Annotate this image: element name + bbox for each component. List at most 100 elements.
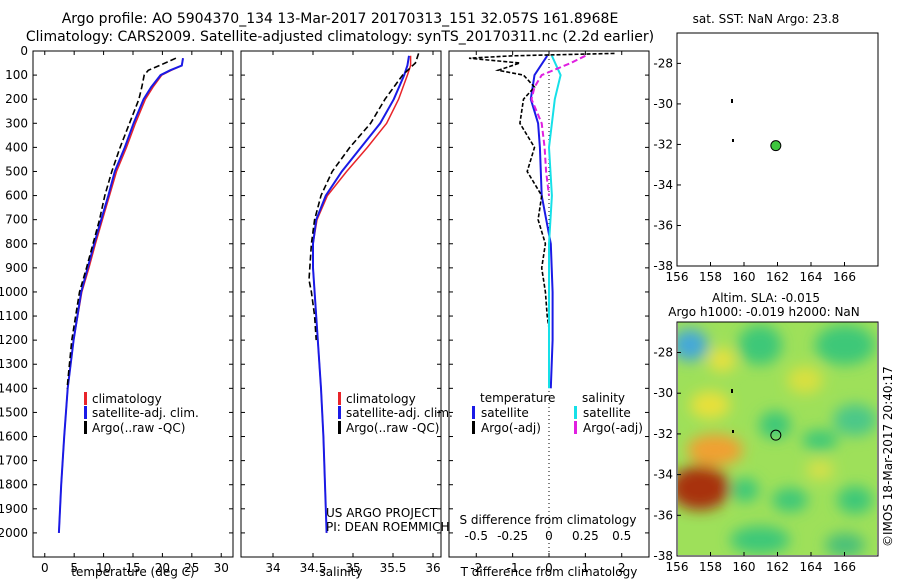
temperature-legend: climatology satellite-adj. clim. Argo(..… (84, 392, 199, 435)
s-diff-tick-label: -0.5 (465, 529, 488, 543)
series-line-temperature-satellite (529, 55, 554, 389)
x-tick-label: -1 (507, 561, 519, 575)
depth-tick-label: 1500 (0, 405, 28, 419)
x-tick-label: 34.5 (300, 561, 327, 575)
map-x-tick-label: 162 (766, 270, 789, 284)
s-diff-tick-label: 0 (545, 529, 553, 543)
sla-heatmap (678, 322, 877, 555)
x-tick-label: 0 (545, 561, 553, 575)
series-line-satellite-adj-clim- (312, 55, 410, 533)
legend-label: satellite (583, 406, 631, 420)
x-tick-label: 30 (214, 561, 229, 575)
depth-tick-label: 800 (5, 237, 28, 251)
legend-swatch-t-argo (472, 421, 475, 434)
map-y-tick-label: -38 (653, 259, 673, 273)
depth-tick-label: 1300 (0, 357, 28, 371)
s-diff-tick-label: 0.5 (612, 529, 631, 543)
coast-fragment (731, 389, 733, 393)
sla-map-ticks: 156 158 160 162 164 166 -28 -30 -32 -34 -36 -38 (653, 346, 856, 574)
sst-map-ticks: 156 158 160 162 164 166 -28 -30 -32 -34 -36 -38 (653, 56, 856, 284)
series-line-salinity-argo-adj- (530, 54, 586, 196)
difference-xlabel: T difference from climatology (460, 565, 638, 579)
depth-axis: 0 100 200 300 400 500 600 700 800 900 1000 1100 1200… (0, 44, 649, 540)
x-tick-label: 34 (265, 561, 280, 575)
s-diff-tick-label: -0.25 (497, 529, 528, 543)
map-x-tick-label: 158 (699, 270, 722, 284)
s-diff-tick-label: 0.25 (572, 529, 599, 543)
float-position-marker (770, 429, 782, 441)
x-tick-label: 15 (125, 561, 140, 575)
map-y-tick-label: -28 (653, 346, 673, 360)
map-x-tick-label: 162 (766, 560, 789, 574)
map-y-tick-label: -32 (653, 137, 673, 151)
x-tick-label: 10 (96, 561, 111, 575)
map-y-tick-label: -36 (653, 218, 673, 232)
depth-tick-label: 600 (5, 189, 28, 203)
project-line-1: US ARGO PROJECT (326, 506, 438, 520)
legend-header-salinity: salinity (582, 391, 625, 405)
title-line-1: Argo profile: AO 5904370_134 13-Mar-2017… (62, 11, 619, 27)
legend-label: climatology (346, 392, 416, 406)
imos-credit: ©IMOS 18-Mar-2017 20:40:17 (881, 366, 895, 547)
legend-swatch-climatology (84, 392, 87, 405)
sla-map-title-2: Argo h1000: -0.019 h2000: NaN (668, 305, 860, 319)
difference-panel: -2 -1 0 1 2 -0.5 -0.25 0 0.25 0.5 T difference fr… (448, 50, 650, 579)
depth-tick-label: 400 (5, 140, 28, 154)
map-y-tick-label: -28 (653, 56, 673, 70)
temperature-xlabel: temperature (deg C) (71, 565, 194, 579)
difference-x-ticks: -2 -1 0 1 2 -0.5 -0.25 0 0.25 0.5 (465, 51, 631, 575)
legend-label: Argo(-adj) (583, 421, 643, 435)
sla-map-panel: Altim. SLA: -0.015 Argo h1000: -0.019 h2… (653, 291, 879, 574)
depth-tick-label: 200 (5, 92, 28, 106)
legend-swatch-argo (84, 421, 87, 434)
coast-fragment (732, 430, 734, 433)
difference-legend: temperature salinity satellite Argo(-adj… (472, 391, 643, 435)
map-y-tick-label: -30 (653, 97, 673, 111)
map-x-tick-label: 158 (699, 560, 722, 574)
series-line-climatology (312, 55, 412, 533)
legend-swatch-climatology (338, 392, 341, 405)
depth-tick-label: 1000 (0, 285, 28, 299)
legend-label: Argo(..raw -QC) (92, 421, 185, 435)
x-tick-label: 2 (618, 561, 626, 575)
map-x-tick-label: 156 (666, 560, 689, 574)
legend-label: satellite-adj. clim. (92, 406, 199, 420)
depth-tick-label: 1400 (0, 381, 28, 395)
map-x-tick-label: 160 (733, 270, 756, 284)
temperature-lines (57, 57, 184, 533)
legend-swatch-argo (338, 421, 341, 434)
sla-map-title-1: Altim. SLA: -0.015 (712, 291, 820, 305)
sst-map-panel: sat. SST: NaN Argo: 23.8 156 158 160 162 164… (653, 12, 879, 284)
legend-swatch-satellite (338, 406, 341, 419)
x-tick-label: 1 (582, 561, 590, 575)
x-tick-label: 35 (345, 561, 360, 575)
depth-tick-label: 1700 (0, 454, 28, 468)
series-line-satellite-adj-clim- (57, 58, 184, 533)
map-x-tick-label: 160 (733, 560, 756, 574)
legend-swatch-s-argo (574, 421, 577, 434)
legend-swatch-s-satellite (574, 406, 577, 419)
map-y-tick-label: -32 (653, 427, 673, 441)
map-y-tick-label: -30 (653, 386, 673, 400)
sst-map-title: sat. SST: NaN Argo: 23.8 (693, 12, 840, 26)
legend-label: satellite (481, 406, 529, 420)
map-x-tick-label: 166 (833, 560, 856, 574)
float-position-marker (770, 140, 782, 152)
map-y-tick-label: -36 (653, 508, 673, 522)
x-tick-label: -2 (470, 561, 482, 575)
x-tick-label: 0 (41, 561, 49, 575)
salinity-xlabel: salinity (319, 565, 362, 579)
legend-label: climatology (92, 392, 162, 406)
map-x-tick-label: 156 (666, 270, 689, 284)
x-tick-label: 5 (70, 561, 78, 575)
map-y-tick-label: -38 (653, 549, 673, 563)
depth-tick-label: 1600 (0, 430, 28, 444)
project-line-2: PI: DEAN ROEMMICH (326, 520, 449, 534)
depth-tick-label: 1900 (0, 502, 28, 516)
series-line-climatology (58, 58, 184, 533)
series-line-salinity-satellite (547, 55, 562, 389)
depth-tick-label: 0 (20, 44, 28, 58)
temperature-x-ticks: 0 5 10 15 20 25 30 (41, 51, 229, 575)
